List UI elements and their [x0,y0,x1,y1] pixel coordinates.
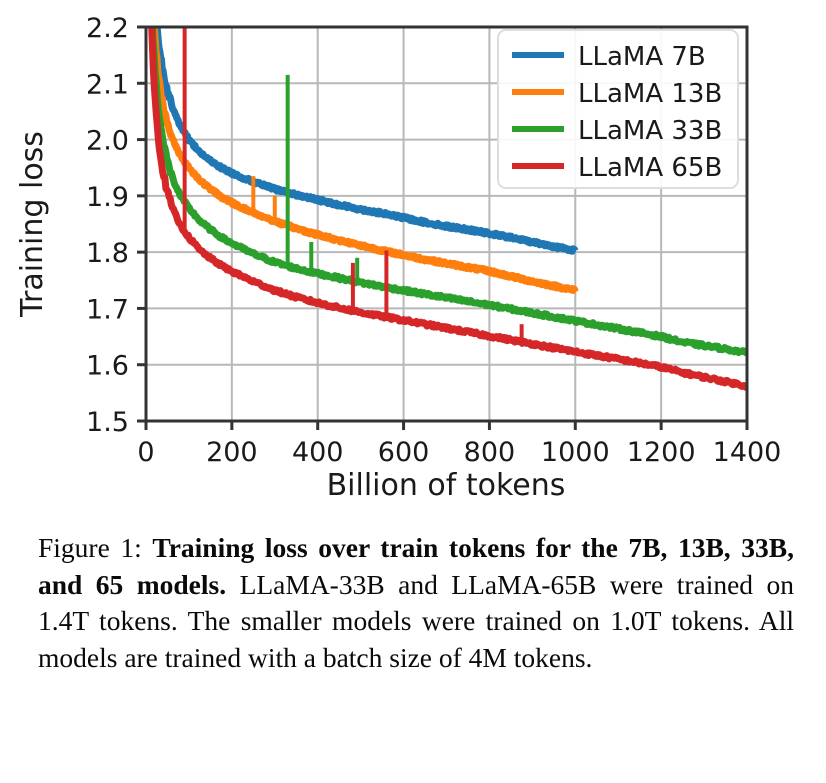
series-llama-13b [150,27,579,295]
x-tick-label: 1200 [627,437,696,468]
x-tick-label: 1400 [713,437,782,468]
legend-label-llama-33b: LLaMA 33B [578,116,722,146]
legend-label-llama-13b: LLaMA 13B [578,79,722,109]
x-tick-label: 1000 [541,437,610,468]
y-tick-label: 1.6 [86,351,129,382]
caption-prefix: Figure 1: [38,532,142,563]
series-llama-65b [148,27,747,391]
chart-canvas: 0 200 400 600 800 1000 1200 1400 1.51.61.71.81.… [15,13,782,503]
legend-label-llama-65b: LLaMA 65B [578,153,722,183]
y-tick-label: 1.7 [86,294,129,325]
legend-label-llama-7b: LLaMA 7B [578,42,706,72]
x-tick-label: 800 [464,437,516,468]
y-tick-labels: 1.5 1.6 1.7 1.8 1.9 2.0 2.1 2.2 [86,13,129,438]
plot-frame [144,25,749,423]
y-tick-label: 1.9 [86,182,129,213]
grid-lines [146,27,748,421]
loss-curve [150,27,579,295]
y-tick-label: 1.8 [86,238,129,269]
x-tick-labels: 0 200 400 600 800 1000 1200 1400 [137,437,781,468]
chart-legend[interactable]: LLaMA 7B LLaMA 13B LLaMA 33B LLaMA 65B [497,29,739,189]
loss-curve [153,27,579,255]
x-tick-label: 200 [206,437,258,468]
training-loss-chart: 0 200 400 600 800 1000 1200 1400 1.5 1.6 1.7 1.8 1.… [15,13,782,503]
data-series-group [148,27,747,391]
loss-curve [148,27,747,391]
y-tick-label: 2.1 [86,69,129,100]
x-tick-label: 600 [378,437,430,468]
loss-curve [149,27,747,357]
legend-box [497,29,739,189]
y-tick-label: 1.5 [86,407,129,438]
x-axis-label: Billion of tokens [327,468,566,503]
series-llama-33b [149,27,747,357]
figure-caption: Figure 1: Training loss over train token… [38,530,794,676]
series-llama-7b [153,27,579,255]
x-tick-label: 0 [137,437,154,468]
y-axis-label: Training loss [15,131,50,318]
axis-ticks [137,25,749,430]
y-tick-label: 2.0 [86,126,129,157]
y-tick-label: 2.2 [86,13,129,44]
caption-body: LLaMA-33B and LLaMA-65B were trained on … [38,568,795,673]
caption-bold-title: Training loss over train tokens for the … [38,532,795,600]
x-tick-label: 400 [292,437,344,468]
